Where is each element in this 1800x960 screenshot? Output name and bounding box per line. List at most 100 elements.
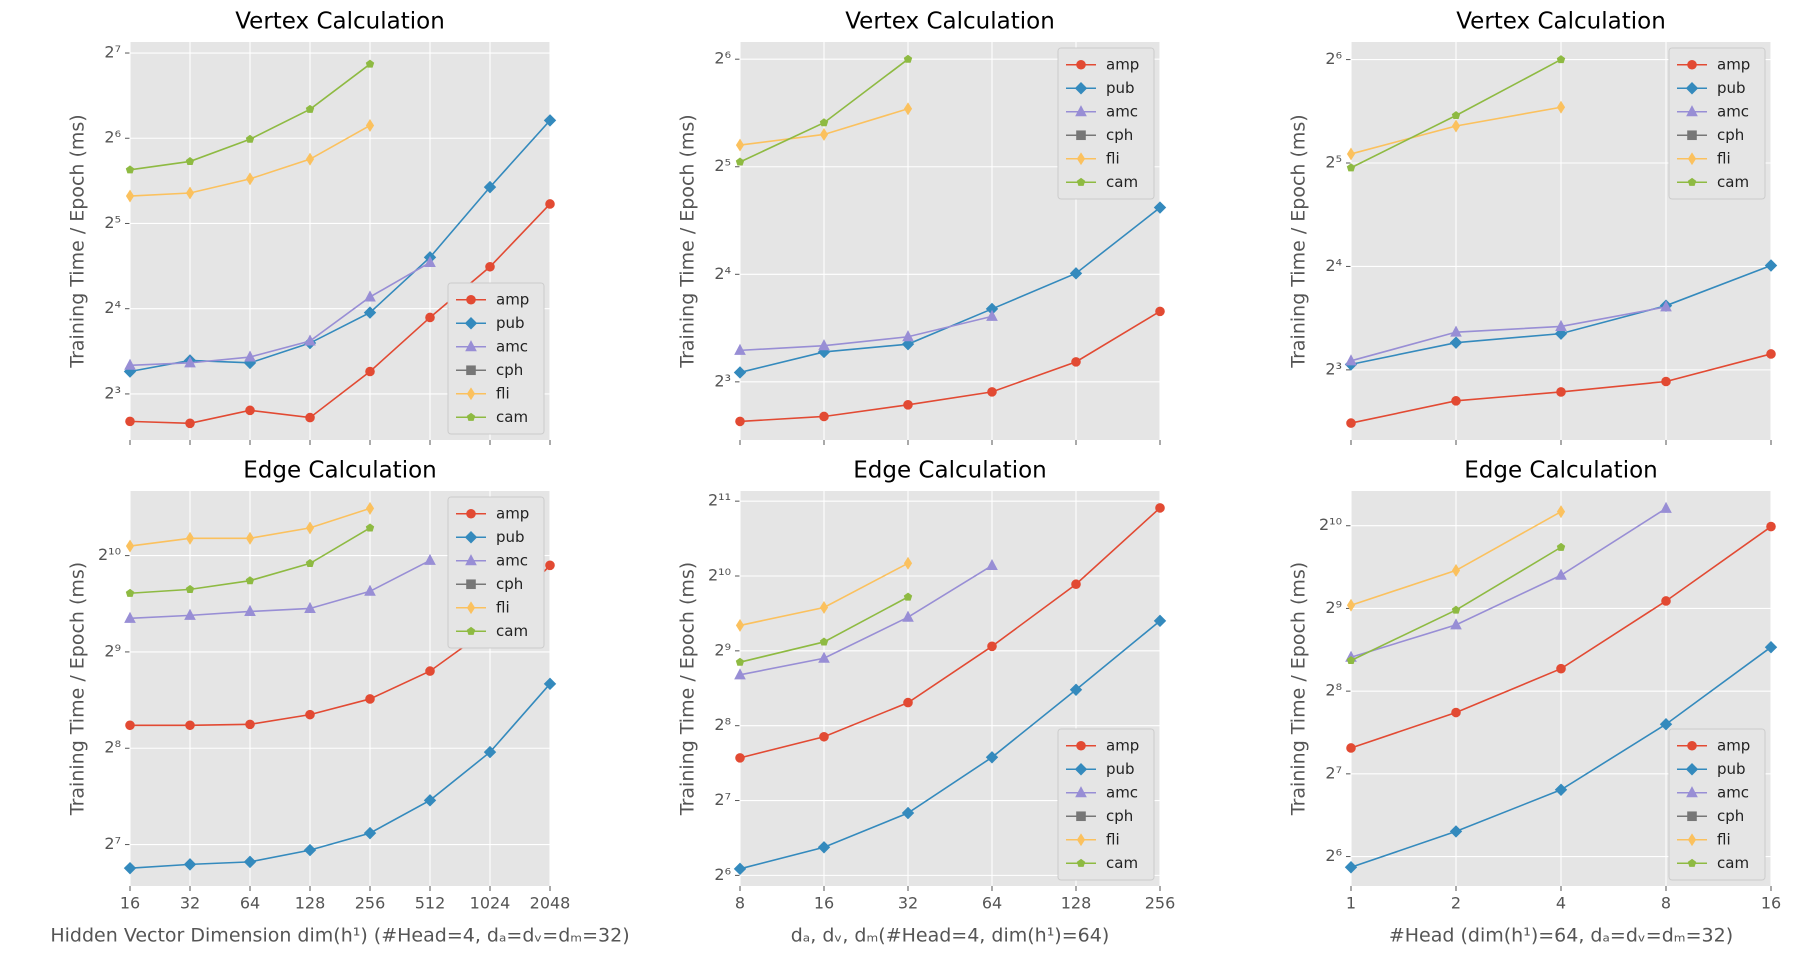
marker: [305, 521, 315, 535]
x-tick-label: 64: [982, 894, 1002, 913]
legend-label: cph: [1106, 126, 1133, 144]
marker: [1071, 579, 1081, 590]
legend-label: amp: [496, 290, 529, 308]
legend-label: fli: [1717, 149, 1731, 167]
legend-label: amc: [1717, 102, 1749, 120]
marker: [1069, 683, 1083, 696]
legend-label: cam: [1106, 173, 1138, 191]
legend-marker: [1076, 811, 1086, 822]
marker: [303, 843, 317, 857]
x-tick-label: 16: [814, 894, 834, 913]
series-line: [1350, 306, 1667, 362]
marker: [245, 172, 255, 186]
x-axis-label: dₐ, dᵥ, dₘ(#Head=4, dim(h¹)=64): [791, 925, 1109, 947]
x-tick-label: 128: [295, 894, 326, 913]
legend-label: fli: [496, 384, 510, 402]
y-tick-label: 2³: [104, 383, 121, 402]
y-tick-label: 2⁹: [1325, 598, 1342, 617]
series-line: [129, 683, 551, 869]
marker: [1556, 100, 1566, 114]
legend-marker: [466, 294, 476, 305]
x-tick-label: 2048: [530, 894, 571, 913]
marker: [819, 637, 829, 646]
marker: [903, 102, 913, 116]
legend-label: cam: [1717, 173, 1749, 191]
legend-label: fli: [1717, 830, 1731, 848]
marker: [902, 610, 914, 622]
marker: [903, 400, 913, 410]
legend-label: cam: [496, 408, 528, 426]
marker: [1155, 503, 1165, 513]
marker: [987, 387, 997, 397]
marker: [363, 826, 377, 840]
marker: [184, 356, 196, 368]
legend-marker: [1686, 786, 1698, 798]
marker: [365, 59, 375, 68]
marker: [485, 261, 495, 272]
legend-marker: [1076, 740, 1086, 751]
marker: [305, 558, 315, 567]
marker: [1764, 259, 1778, 272]
legend-label: amc: [1106, 783, 1138, 801]
marker: [1555, 568, 1567, 580]
legend-label: cam: [1717, 854, 1749, 872]
legend-marker: [1687, 130, 1697, 141]
legend-label: amc: [496, 551, 528, 569]
marker: [1451, 707, 1461, 718]
y-axis-label: Training Time / Epoch (ms): [677, 114, 699, 368]
x-tick-label: 64: [240, 894, 260, 913]
marker: [244, 604, 256, 616]
y-tick-label: 2¹¹: [708, 491, 731, 510]
marker: [365, 694, 375, 704]
marker: [1346, 163, 1356, 172]
series-line: [739, 564, 993, 676]
marker: [185, 584, 195, 593]
legend-marker: [464, 531, 478, 544]
x-tick-label: 8: [1661, 894, 1671, 913]
marker: [1449, 336, 1463, 349]
legend-marker: [1076, 833, 1086, 847]
y-tick-label: 2⁶: [714, 49, 731, 68]
marker: [305, 152, 315, 166]
marker: [1071, 357, 1081, 367]
legend-marker: [1687, 59, 1697, 70]
legend-label: amc: [1717, 783, 1749, 801]
legend-marker: [1687, 833, 1697, 847]
marker: [125, 720, 135, 731]
legend-label: pub: [1106, 760, 1135, 778]
marker: [545, 199, 555, 209]
marker: [817, 841, 831, 854]
series-line: [129, 119, 551, 373]
marker: [364, 584, 376, 596]
y-tick-label: 2⁹: [104, 641, 121, 660]
legend-marker: [1076, 130, 1086, 141]
marker: [245, 531, 255, 545]
chart-title: Edge Calculation: [1464, 458, 1658, 484]
y-axis-label: Training Time / Epoch (ms): [677, 562, 699, 816]
legend-label: amp: [1106, 736, 1139, 754]
marker: [1556, 542, 1566, 551]
legend-marker: [1075, 105, 1087, 117]
y-tick-label: 2¹⁰: [708, 565, 731, 584]
marker: [819, 601, 829, 614]
y-tick-label: 2⁸: [104, 738, 121, 757]
marker: [819, 731, 829, 742]
marker: [1153, 614, 1167, 628]
legend-marker: [1685, 763, 1699, 776]
y-tick-label: 2³: [1325, 359, 1342, 378]
marker: [734, 343, 746, 355]
marker: [424, 553, 436, 565]
y-tick-label: 2⁹: [714, 640, 731, 659]
x-axis-label: #Head (dim(h¹)=64, dₐ=dᵥ=dₘ=32): [1389, 925, 1733, 947]
x-tick-label: 256: [1145, 894, 1176, 913]
legend-label: cph: [496, 575, 523, 593]
marker: [735, 138, 745, 152]
legend-label: amp: [1717, 55, 1750, 73]
marker: [1556, 505, 1566, 519]
marker: [124, 611, 136, 623]
marker: [903, 54, 913, 63]
y-tick-label: 2³: [714, 371, 731, 390]
marker: [733, 862, 747, 876]
legend-marker: [466, 387, 476, 401]
